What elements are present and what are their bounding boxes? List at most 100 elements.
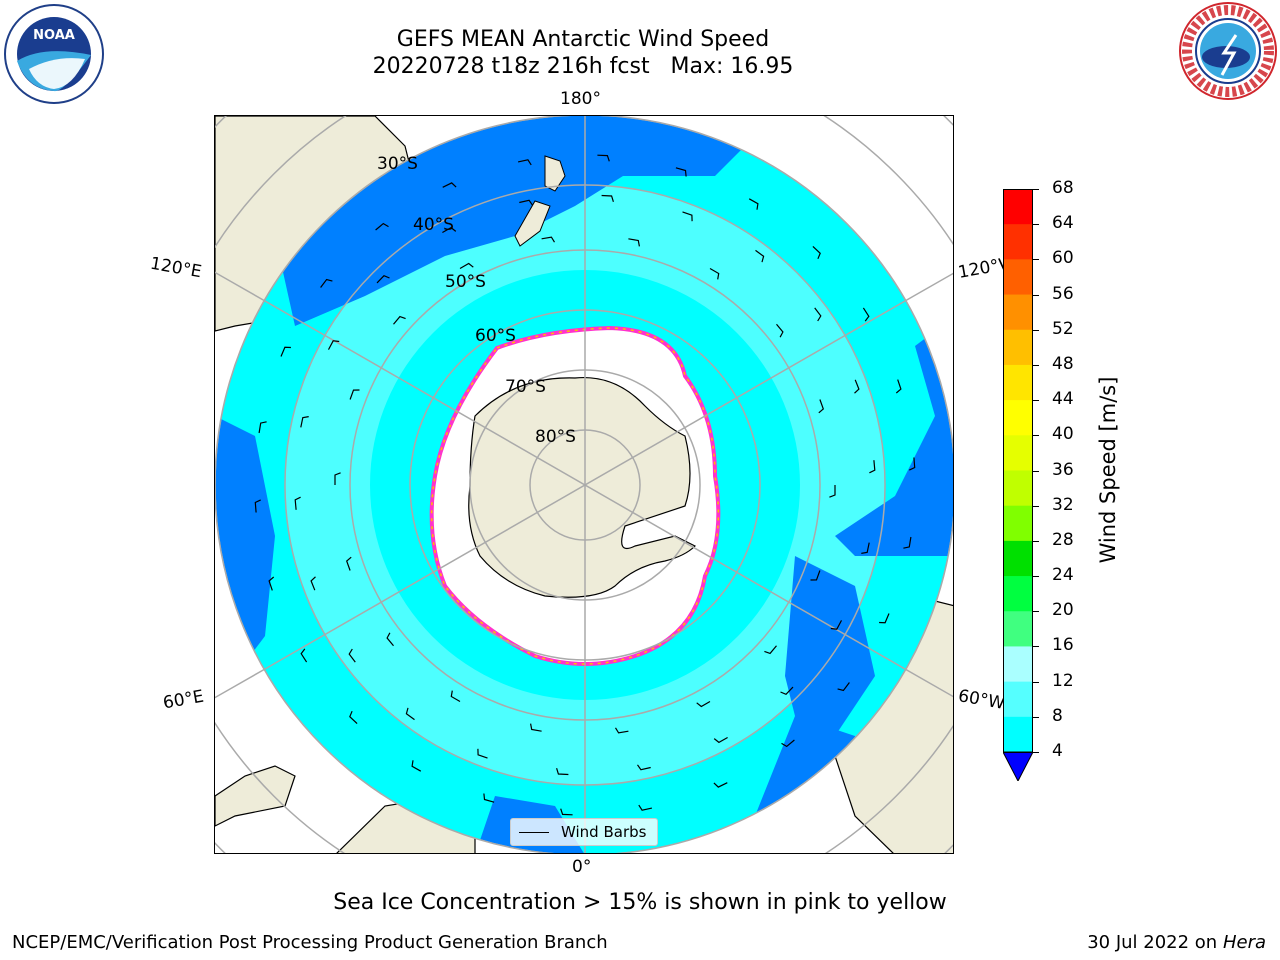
wind-barb (517, 159, 532, 166)
lat-label-50s: 50°S (445, 272, 486, 292)
footer-date-text: 30 Jul 2022 on (1087, 932, 1223, 953)
colorbar-tick-label: 16 (1052, 635, 1074, 656)
colorbar-tick-label: 8 (1052, 705, 1063, 726)
wind-barb (519, 199, 533, 206)
wind-barb (376, 274, 390, 284)
wind-barb (830, 620, 843, 630)
colorbar-tick-label: 52 (1052, 318, 1074, 339)
colorbar-segment (1003, 716, 1033, 753)
colorbar-tick-label: 64 (1052, 213, 1074, 234)
wind-barb (556, 768, 569, 776)
wind-barb (869, 460, 876, 474)
wind-barb (483, 793, 495, 803)
colorbar-tick-label: 44 (1052, 389, 1074, 410)
colorbar-tick-label: 68 (1052, 178, 1074, 198)
colorbar-segment (1003, 364, 1033, 401)
wind-barb (696, 700, 711, 708)
wind-barb (614, 727, 629, 734)
colorbar-segment (1003, 576, 1033, 612)
noaa-logo: NOAA (3, 3, 105, 105)
wind-barb (300, 416, 309, 428)
lat-label-80s: 80°S (535, 427, 576, 447)
wind-barb (781, 739, 795, 748)
colorbar-tick-label: 20 (1052, 600, 1074, 621)
lon-label-120e: 120°E (148, 253, 204, 283)
wind-barb (349, 710, 358, 725)
wind-barb (628, 238, 640, 247)
wind-barb (713, 782, 728, 788)
wind-barb (861, 542, 870, 554)
wind-barb (280, 346, 291, 357)
wind-barb (764, 645, 777, 655)
wind-barb (780, 686, 794, 696)
wind-barb (560, 808, 573, 816)
colorbar-segment (1003, 505, 1033, 542)
nws-logo (1178, 1, 1278, 101)
wind-barb (258, 421, 267, 434)
wind-barb (829, 485, 836, 498)
colorbar-tick-label: 24 (1052, 565, 1074, 586)
colorbar-segment (1003, 189, 1033, 225)
wind-barb (812, 245, 821, 260)
wind-barb (334, 472, 341, 485)
colorbar-tick-label: 60 (1052, 248, 1074, 269)
wind-barb (638, 804, 653, 811)
colorbar-segment (1003, 259, 1033, 296)
wind-barb (405, 707, 415, 721)
wind-barb (442, 226, 457, 234)
map-subtitle: 20220728 t18z 216h fcst Max: 16.95 (372, 54, 794, 79)
wind-barb (477, 748, 488, 759)
wind-barb (345, 556, 352, 571)
map-area: 30°S 40°S 50°S 60°S 70°S 80°S (214, 115, 954, 854)
wind-barb (755, 249, 765, 263)
wind-barb (810, 570, 821, 581)
wind-barb (442, 182, 457, 188)
footer-credit: NCEP/EMC/Verification Post Processing Pr… (12, 932, 608, 953)
footer-host: Hera (1222, 932, 1266, 953)
colorbar-segment (1003, 435, 1033, 471)
graticule (215, 116, 953, 853)
wind-barb (254, 499, 261, 513)
colorbar-extend-arrow (1002, 751, 1034, 783)
colorbar-segment (1003, 611, 1033, 647)
colorbar-title: Wind Speed [m/s] (1096, 376, 1120, 564)
lon-label-0: 0° (572, 857, 592, 877)
colorbar-segment (1003, 470, 1033, 507)
colorbar-tick-label: 40 (1052, 424, 1074, 445)
wind-barb (411, 760, 422, 772)
wind-barb (879, 613, 890, 624)
lon-label-60e: 60°E (161, 686, 206, 714)
polar-map (215, 116, 953, 853)
wind-barb (601, 194, 614, 202)
lon-label-60w: 60°W (956, 686, 1007, 714)
wind-barb (776, 323, 784, 338)
wind-barb (637, 764, 651, 771)
colorbar-segment (1003, 329, 1033, 366)
lat-label-60s: 60°S (475, 326, 516, 346)
wind-barb (814, 307, 822, 322)
wind-barb (818, 399, 825, 414)
colorbar (1002, 189, 1034, 783)
colorbar-segment (1003, 646, 1033, 683)
wind-barb (837, 682, 850, 692)
wind-barbs (254, 154, 916, 816)
wind-barb (862, 307, 870, 322)
wind-barb (375, 222, 389, 231)
wind-barb (748, 198, 759, 210)
colorbar-tick-label: 36 (1052, 459, 1074, 480)
colorbar-tick-label: 12 (1052, 670, 1074, 691)
map-title: GEFS MEAN Antarctic Wind Speed (396, 27, 770, 52)
wind-barb (348, 648, 356, 663)
wind-barb (597, 154, 610, 162)
colorbar-tick-label: 32 (1052, 494, 1074, 515)
wind-barb (682, 211, 693, 222)
colorbar-segment (1003, 681, 1033, 718)
wind-barb (327, 340, 340, 350)
wind-barb (393, 315, 406, 325)
wind-barb (294, 496, 301, 510)
colorbar-tick-label: 4 (1052, 741, 1063, 761)
wind-barb (310, 576, 316, 591)
colorbar-tick-label: 48 (1052, 353, 1074, 374)
colorbar-segment (1003, 540, 1033, 577)
wind-barb (320, 278, 333, 288)
